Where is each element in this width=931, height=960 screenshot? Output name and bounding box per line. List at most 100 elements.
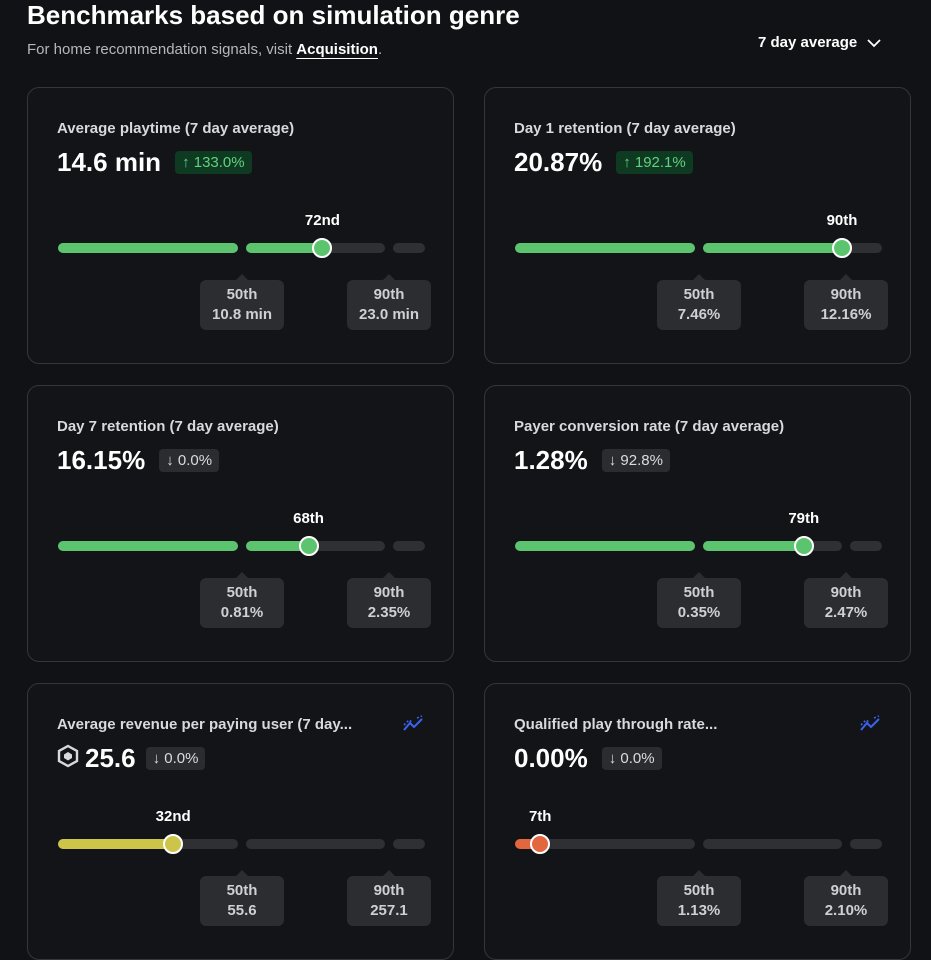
track-fill <box>515 839 541 849</box>
benchmark-value: 12.16% <box>820 306 872 323</box>
track-segment <box>393 541 425 551</box>
trend-icon <box>402 714 426 739</box>
benchmark-value: 2.47% <box>824 604 868 621</box>
track-fill <box>515 243 695 253</box>
chevron <box>867 38 881 47</box>
value-row: 16.15% ↓ 0.0% <box>57 445 220 476</box>
percentile-marker <box>793 536 814 556</box>
benchmark-callout: 90th 2.47% <box>804 572 888 628</box>
percentile-marker <box>312 238 333 258</box>
card-title: Average revenue per paying user (7 day..… <box>57 716 353 733</box>
benchmark-value: 7.46% <box>677 306 721 323</box>
benchmark-label: 50th <box>683 882 715 899</box>
track-fill <box>58 839 174 849</box>
benchmark-callout: 50th 7.46% <box>657 274 741 330</box>
percentile-label: 7th <box>528 808 552 825</box>
benchmark-label: 50th <box>226 286 258 303</box>
metric-value: 20.87% <box>514 147 603 177</box>
track-fill <box>515 541 695 551</box>
change-arrow: ↓ <box>608 452 621 469</box>
benchmark-callout: 90th 12.16% <box>804 274 888 330</box>
change-arrow: ↓ <box>608 750 621 767</box>
track-segment <box>850 839 882 849</box>
change-label: 0.0% <box>620 750 655 767</box>
benchmark-callout: 90th 257.1 <box>347 870 431 926</box>
metric-card: Qualified play through rate... 0.00% ↓ 0.0… <box>484 683 911 960</box>
benchmark-value: 257.1 <box>370 902 408 919</box>
acquisition-link[interactable]: Acquisition <box>296 41 378 58</box>
value-row: 0.00% ↓ 0.0% <box>514 743 662 774</box>
metric-card: Day 1 retention (7 day average) 20.87% ↑ 1… <box>484 87 911 364</box>
benchmark-label: 90th <box>373 882 405 899</box>
benchmark-value: 10.8 min <box>211 306 273 323</box>
metric-card: Day 7 retention (7 day average) 16.15% ↓ 0… <box>27 385 454 662</box>
benchmark-callout: 50th 10.8 min <box>200 274 284 330</box>
change-arrow: ↓ <box>166 452 178 469</box>
track-segment <box>515 839 695 849</box>
track-fill <box>58 243 238 253</box>
card-title: Average playtime (7 day average) <box>57 120 295 137</box>
metric-value: 0.00% <box>514 743 588 773</box>
change-label: 0.0% <box>177 452 213 469</box>
track-segment <box>393 839 425 849</box>
benchmark-label: 50th <box>683 286 715 303</box>
robux-glyph <box>57 744 79 768</box>
percentile-label: 90th <box>826 212 858 229</box>
change-arrow: ↑ <box>182 154 194 171</box>
change-badge: ↑ 133.0% <box>175 151 252 174</box>
subtitle: For home recommendation signals, visit A… <box>27 41 382 58</box>
benchmark-label: 50th <box>226 882 258 899</box>
change-badge: ↑ 192.1% <box>616 151 693 174</box>
track-fill <box>703 541 804 551</box>
benchmark-callout: 50th 0.35% <box>657 572 741 628</box>
change-label: 92.8% <box>620 452 663 469</box>
track-segment <box>850 541 882 551</box>
benchmark-label: 90th <box>830 286 862 303</box>
trend-glyph <box>403 715 423 731</box>
benchmark-value: 0.81% <box>220 604 264 621</box>
metric-card: Payer conversion rate (7 day average) 1.2… <box>484 385 911 662</box>
metric-card: Average playtime (7 day average) 14.6 min… <box>27 87 454 364</box>
benchmark-value: 2.35% <box>367 604 411 621</box>
percentile-label: 32nd <box>155 808 191 825</box>
benchmark-label: 50th <box>683 584 715 601</box>
trend-icon <box>859 714 883 739</box>
subtitle-end: . <box>377 41 383 58</box>
card-title: Day 7 retention (7 day average) <box>57 418 279 435</box>
percentile-label: 68th <box>293 510 324 527</box>
metric-value: 25.6 <box>85 743 136 773</box>
benchmark-callout: 90th 2.10% <box>804 870 888 926</box>
change-label: 133.0% <box>193 154 245 171</box>
track-segment <box>703 839 842 849</box>
change-badge: ↓ 0.0% <box>145 747 206 770</box>
change-label: 0.0% <box>164 750 199 767</box>
change-badge: ↓ 0.0% <box>601 747 662 770</box>
robux-icon <box>57 744 79 773</box>
track-fill <box>246 243 323 253</box>
benchmark-label: 90th <box>830 584 862 601</box>
benchmark-callout: 90th 23.0 min <box>347 274 431 330</box>
benchmark-callout: 50th 1.13% <box>657 870 741 926</box>
track-segment <box>246 839 385 849</box>
dropdown-label: 7 day average <box>758 34 858 51</box>
benchmark-callout: 50th 55.6 <box>200 870 284 926</box>
period-dropdown[interactable]: 7 day average <box>758 34 881 51</box>
metric-value: 16.15% <box>57 445 146 475</box>
percentile-marker <box>298 536 319 556</box>
card-title: Payer conversion rate (7 day average) <box>514 418 785 435</box>
track-fill <box>703 243 842 253</box>
benchmark-callout: 90th 2.35% <box>347 572 431 628</box>
value-row: 20.87% ↑ 192.1% <box>514 147 693 178</box>
value-row: 25.6 ↓ 0.0% <box>57 743 206 774</box>
benchmark-value: 23.0 min <box>358 306 420 323</box>
percentile-label: 72nd <box>304 212 340 229</box>
percentile-marker <box>832 238 852 258</box>
card-title: Day 1 retention (7 day average) <box>514 120 736 137</box>
percentile-marker <box>163 834 184 854</box>
change-badge: ↓ 0.0% <box>159 449 220 472</box>
track-fill <box>58 541 238 551</box>
track-fill <box>246 541 309 551</box>
subtitle-text: For home recommendation signals, visit <box>27 41 297 58</box>
metric-value: 1.28% <box>514 445 588 475</box>
